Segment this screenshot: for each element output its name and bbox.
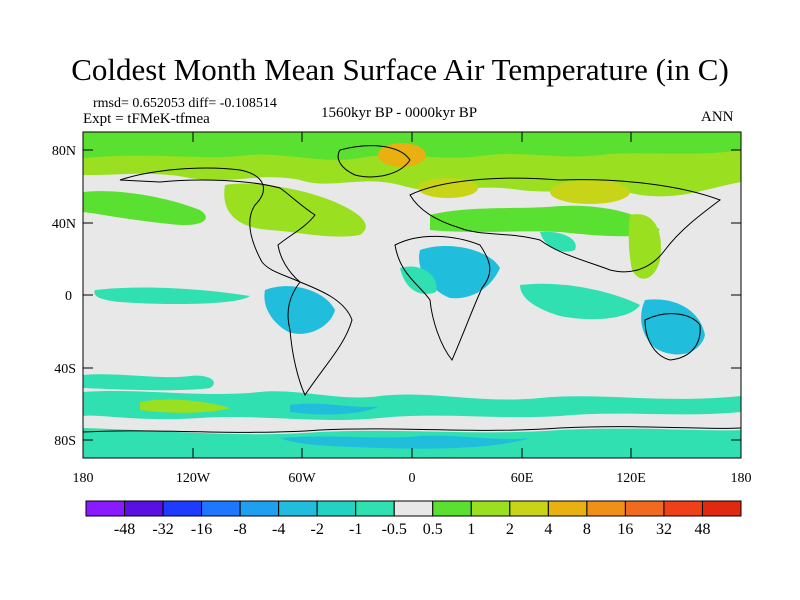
colorbar-labels: -48 -32 -16 -8 -4 -2 -1 -0.5 0.5 1 2 4 8 16 32 48 [114, 521, 711, 538]
map-title: Coldest Month Mean Surface Air Temperatu… [71, 52, 729, 87]
lon-label-180e: 180 [731, 471, 752, 486]
australia-coast [644, 313, 701, 361]
colorbar: -48 -32 -16 -8 -4 -2 -1 -0.5 0.5 1 2 4 8 16 32 48 [85, 500, 742, 538]
colorbar-box-9 [432, 500, 472, 517]
colorbar-box-10 [470, 500, 511, 517]
colorbar-label-15: 48 [694, 521, 710, 538]
colorbar-box-5 [278, 500, 318, 517]
lat-label-40n: 40N [52, 217, 76, 232]
ross-sea-warm [140, 399, 230, 413]
colorbar-box-2 [162, 500, 203, 517]
colorbar-box-13 [586, 500, 626, 517]
southern-ocean-cool-band [83, 391, 741, 420]
lon-label-180w: 180 [73, 471, 94, 486]
coastlines [83, 145, 741, 433]
stats-text: rmsd= 0.652053 diff= -0.108514 [93, 96, 277, 111]
colorbar-label-6: -1 [349, 521, 362, 538]
lat-label-80s: 80S [54, 434, 76, 449]
lat-label-40s: 40S [54, 362, 76, 377]
equatorial-pacific-cool [94, 287, 250, 304]
colorbar-box-12 [547, 500, 588, 517]
lon-label-120w: 120W [176, 471, 211, 486]
colorbar-label-11: 4 [544, 521, 552, 538]
colorbar-label-3: -8 [233, 521, 246, 538]
colorbar-box-3 [201, 500, 241, 517]
south-america-coast [287, 281, 353, 397]
south-pacific-cool [83, 374, 214, 391]
colorbar-box-14 [624, 500, 665, 517]
greenland-coast [337, 145, 411, 178]
colorbar-box-8 [393, 500, 434, 517]
colorbar-label-9: 1 [467, 521, 475, 538]
colorbar-label-0: -48 [114, 521, 135, 538]
colorbar-box-7 [355, 500, 395, 517]
colorbar-box-6 [316, 500, 357, 517]
antarctic-cool-core [280, 435, 530, 449]
colorbar-box-1 [124, 500, 164, 517]
colorbar-label-10: 2 [506, 521, 514, 538]
north-atlantic-warm [224, 183, 366, 237]
colorbar-box-4 [239, 500, 280, 517]
africa-cool-patch [419, 246, 500, 299]
colorbar-box-16 [701, 500, 742, 517]
colorbar-box-0 [85, 500, 126, 517]
colorbar-label-8: 0.5 [423, 521, 443, 538]
colorbar-label-1: -32 [152, 521, 173, 538]
lon-label-0: 0 [409, 471, 416, 486]
colorbar-label-13: 16 [617, 521, 633, 538]
colorbar-boxes [85, 500, 742, 517]
colorbar-label-12: 8 [583, 521, 591, 538]
colorbar-label-5: -2 [311, 521, 324, 538]
eurasia-coast [409, 177, 722, 273]
latitude-axis: 80N 40N 0 40S 80S [52, 144, 741, 449]
eurasia-warm-band [430, 205, 660, 237]
arabia-cool [540, 231, 576, 252]
indian-ocean-cool [520, 283, 640, 320]
colorbar-box-15 [663, 500, 703, 517]
colorbar-box-11 [509, 500, 549, 517]
lat-label-0: 0 [65, 289, 72, 304]
antarctica-coast [83, 426, 741, 433]
period-text: 1560kyr BP - 0000kyr BP [321, 105, 478, 121]
colorbar-label-14: 32 [656, 521, 672, 538]
season-text: ANN [701, 109, 734, 125]
lat-label-80n: 80N [52, 144, 76, 159]
weddell-cool [290, 403, 380, 415]
north-pacific-warm [83, 191, 206, 226]
temperature-field [83, 132, 741, 458]
australia-cool [641, 299, 705, 355]
colorbar-label-2: -16 [191, 521, 212, 538]
lon-label-120e: 120E [616, 471, 646, 486]
arctic-warm-spot [378, 143, 426, 167]
africa-west-cool [400, 266, 437, 294]
africa-coast [394, 235, 491, 361]
scandinavia-warm-spot [418, 178, 478, 198]
longitude-axis: 180 120W 60W 0 60E 120E 180 [73, 132, 752, 486]
lon-label-60e: 60E [511, 471, 534, 486]
colorbar-label-7: -0.5 [382, 521, 407, 538]
south-america-cool [264, 286, 335, 334]
colorbar-label-4: -4 [272, 521, 285, 538]
lon-label-60w: 60W [288, 471, 316, 486]
siberia-warm-spot [550, 180, 630, 204]
experiment-text: Expt = tFMeK-tfmea [83, 111, 210, 127]
